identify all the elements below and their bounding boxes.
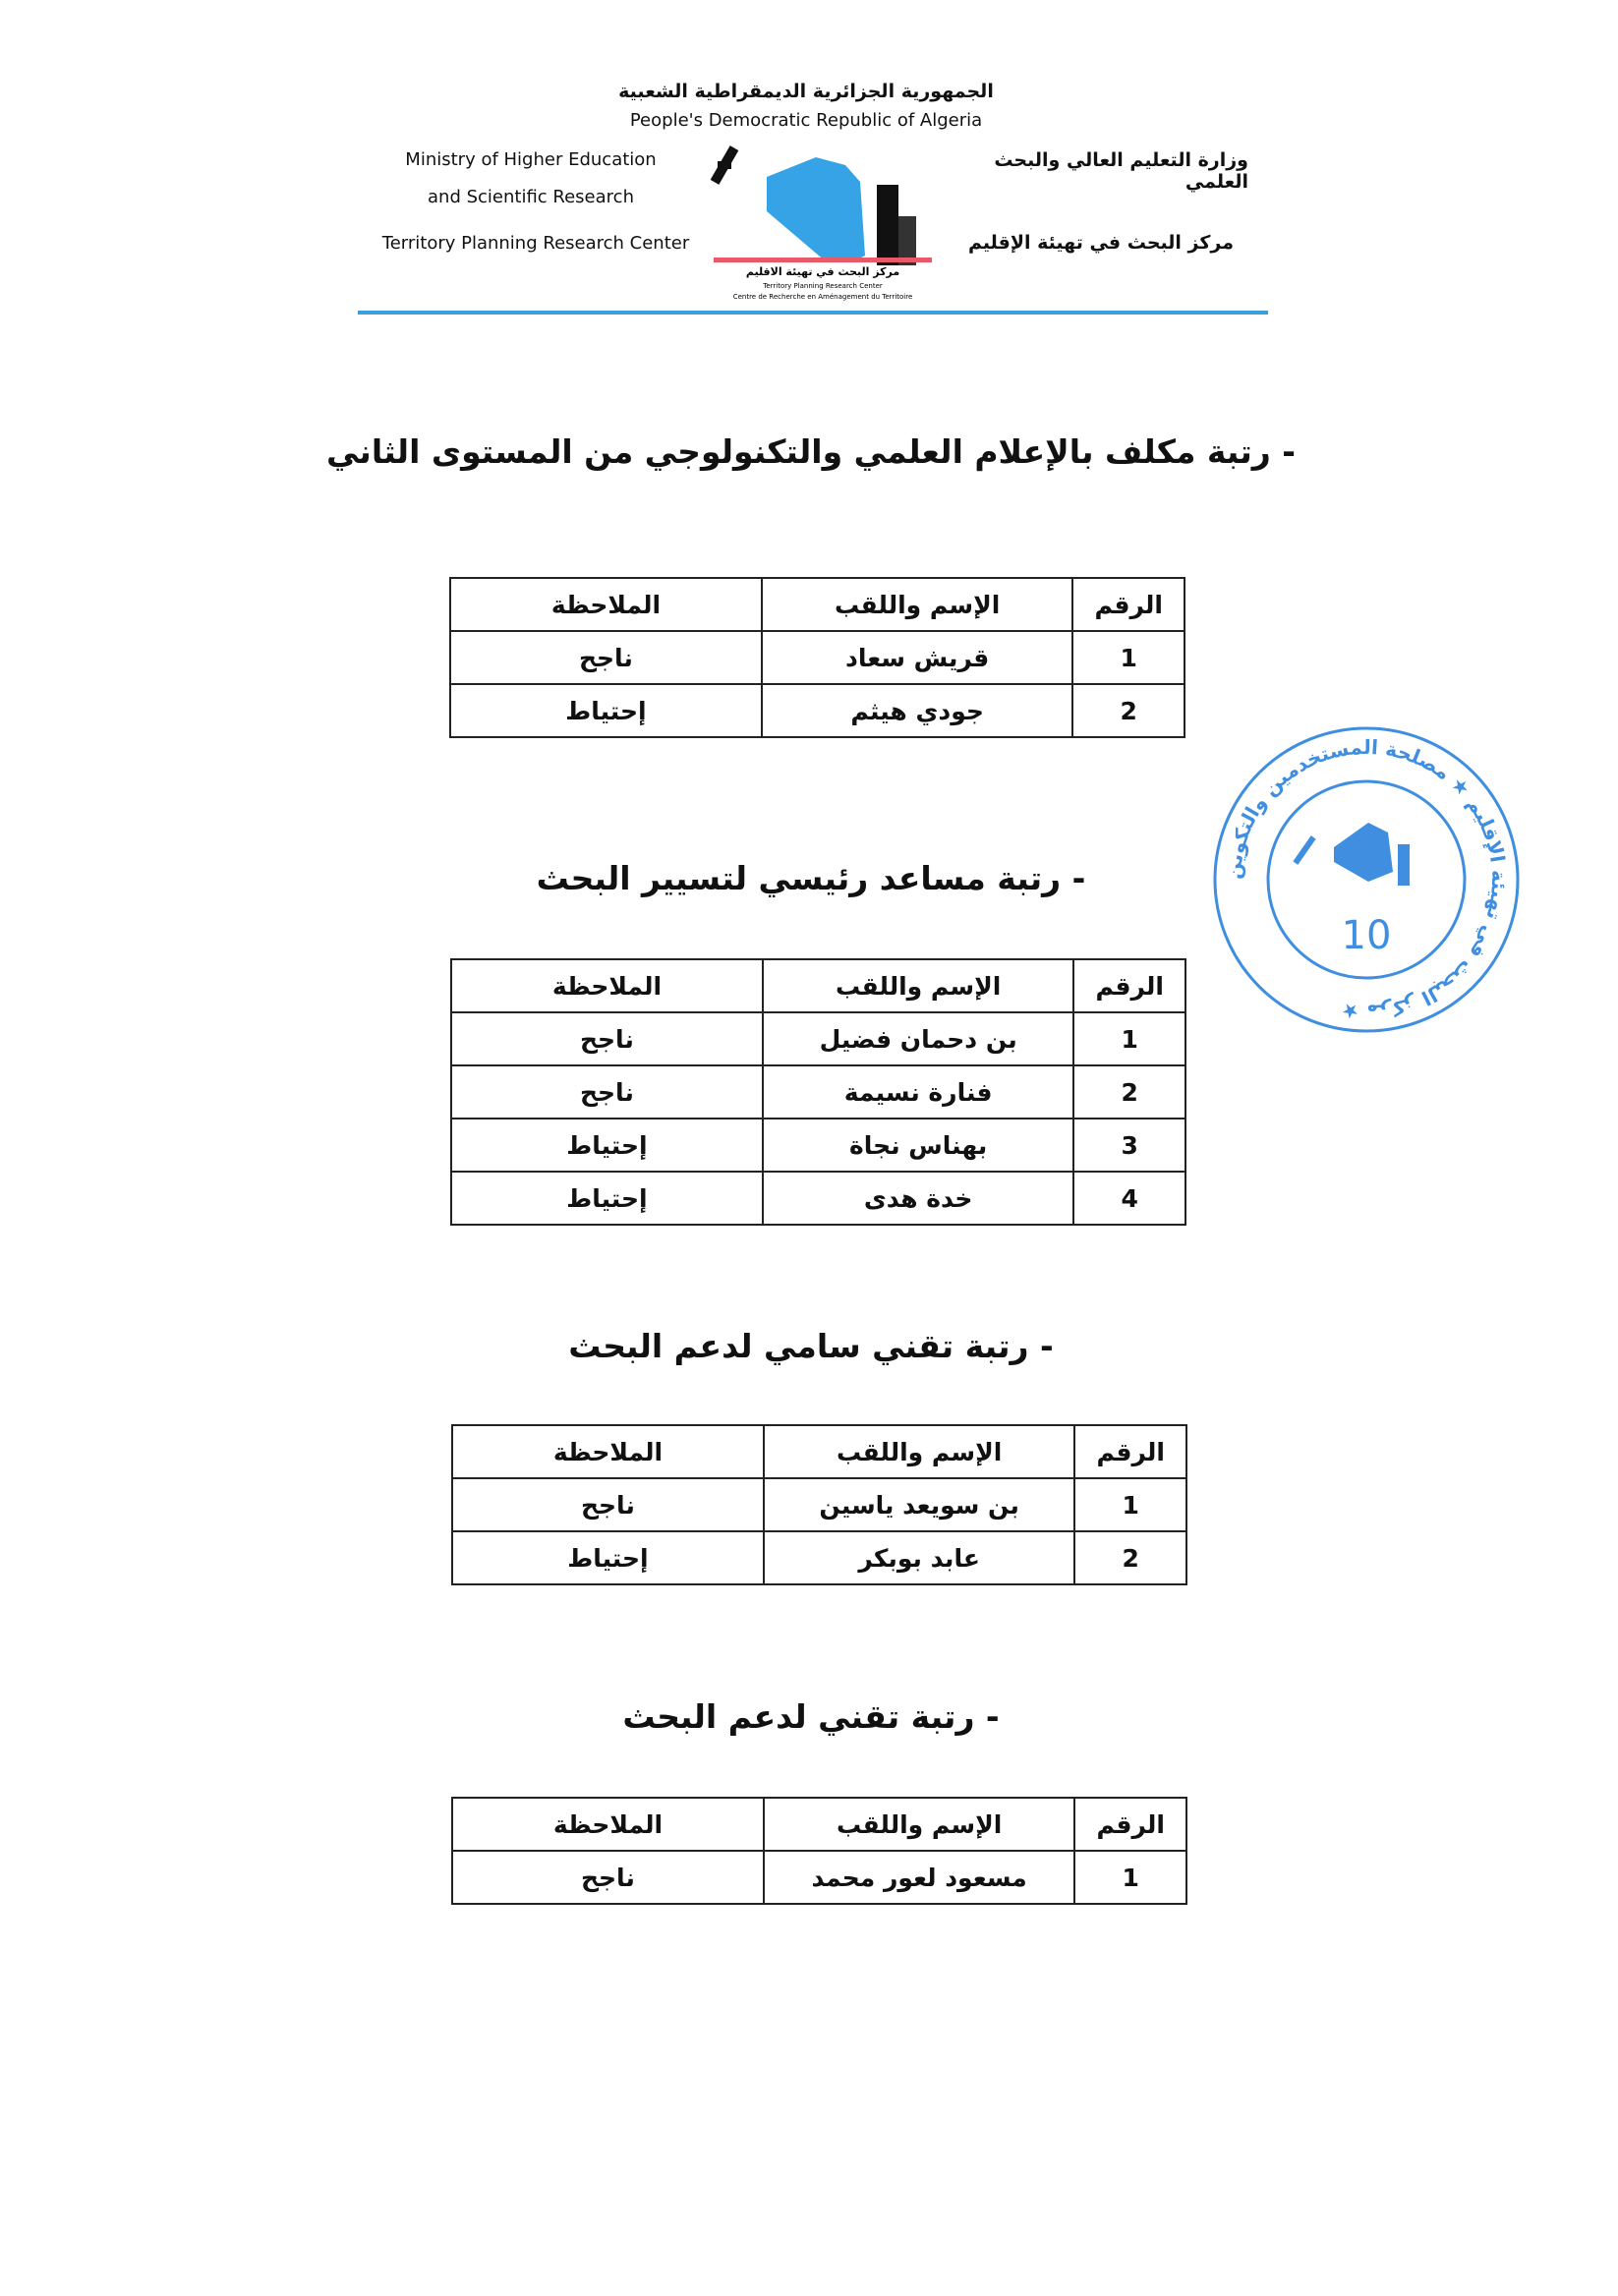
table-cell: 1 bbox=[1073, 1850, 1187, 1905]
table-cell: مسعود لعور محمد bbox=[762, 1850, 1076, 1905]
table-cell: ناجح bbox=[449, 630, 763, 685]
table-cell: إحتياط bbox=[451, 1530, 765, 1585]
center-ar: مركز البحث في تهيئة الإقليم bbox=[967, 232, 1234, 254]
table-cell: 2 bbox=[1072, 1064, 1186, 1119]
header-note: الملاحظة bbox=[449, 577, 763, 632]
table-cell: الإسم واللقب bbox=[761, 958, 1075, 1013]
table-cell: الملاحظة bbox=[451, 1797, 765, 1852]
header-name: الإسم واللقب bbox=[760, 577, 1074, 632]
table-row: 3 بهناس نجاة إحتياط bbox=[450, 1118, 1186, 1173]
table-cell: ناجح bbox=[450, 1011, 764, 1066]
table-cell: الإسم واللقب bbox=[762, 1424, 1076, 1479]
table-cell: 2 bbox=[1073, 1530, 1187, 1585]
table-cell: خدة هدى bbox=[761, 1171, 1075, 1226]
table-row: 1 بن دحمان فضيل ناجح bbox=[450, 1011, 1186, 1066]
table-cell: بن سويعد ياسين bbox=[762, 1477, 1076, 1532]
building-icon bbox=[877, 185, 916, 265]
section-title: - رتبة تقني سامي لدعم البحث bbox=[568, 1327, 1054, 1365]
table-cell: ناجح bbox=[451, 1477, 765, 1532]
table-cell: ناجح bbox=[451, 1850, 765, 1905]
table-cell: الملاحظة bbox=[451, 1424, 765, 1479]
table-header: الرقم الإسم واللقب الملاحظة bbox=[449, 577, 1185, 632]
table-cell: 1 bbox=[1072, 1011, 1186, 1066]
algeria-map-icon bbox=[767, 157, 865, 261]
table-cell: إحتياط bbox=[450, 1171, 764, 1226]
table-cell: جودي هيثم bbox=[760, 683, 1074, 738]
table-row: 2 عابد بوبكر إحتياط bbox=[451, 1530, 1187, 1585]
logo-en: Territory Planning Research Center bbox=[762, 282, 883, 290]
ministry-en-1: Ministry of Higher Education bbox=[405, 149, 657, 170]
results-table: الرقم الإسم واللقب الملاحظة 1 بن سويعد ياسي… bbox=[451, 1424, 1187, 1585]
table-cell: بهناس نجاة bbox=[761, 1118, 1075, 1173]
table-cell: 1 bbox=[1071, 630, 1185, 685]
table-row: 1 قريش سعاد ناجح bbox=[449, 630, 1185, 685]
table-cell: الإسم واللقب bbox=[762, 1797, 1076, 1852]
header-num: الرقم bbox=[1071, 577, 1185, 632]
header-rule bbox=[358, 311, 1268, 315]
table-cell: الرقم bbox=[1073, 1797, 1187, 1852]
table-row: 1 بن سويعد ياسين ناجح bbox=[451, 1477, 1187, 1532]
table-cell: 3 bbox=[1072, 1118, 1186, 1173]
table-cell: إحتياط bbox=[449, 683, 763, 738]
table-cell: الرقم bbox=[1073, 1424, 1187, 1479]
table-cell: 1 bbox=[1073, 1477, 1187, 1532]
table-row: 4 خدة هدى إحتياط bbox=[450, 1171, 1186, 1226]
stamp-number: 10 bbox=[1342, 913, 1392, 958]
table-header: الرقم الإسم واللقب الملاحظة bbox=[451, 1424, 1187, 1479]
results-table: الرقم الإسم واللقب الملاحظة 1 بن دحمان فضيل… bbox=[450, 958, 1186, 1226]
results-table: الرقم الإسم واللقب الملاحظة 1 مسعود لعور مح… bbox=[451, 1797, 1187, 1905]
satellite-icon bbox=[710, 145, 739, 185]
table-row: 1 مسعود لعور محمد ناجح bbox=[451, 1850, 1187, 1905]
stamp-map-icon bbox=[1334, 823, 1393, 882]
center-logo: مركز البحث في تهيئة الاقليم Territory Pl… bbox=[698, 138, 944, 305]
table-header: الرقم الإسم واللقب الملاحظة bbox=[451, 1797, 1187, 1852]
ministry-en-2: and Scientific Research bbox=[428, 187, 634, 207]
stamp-satellite-icon bbox=[1293, 835, 1316, 865]
table-row: 2 جودي هيثم إحتياط bbox=[449, 683, 1185, 738]
center-en: Territory Planning Research Center bbox=[381, 233, 690, 254]
table-cell: ناجح bbox=[450, 1064, 764, 1119]
republic-en: People's Democratic Republic of Algeria bbox=[629, 110, 983, 131]
logo-ar: مركز البحث في تهيئة الاقليم bbox=[746, 265, 899, 278]
republic-ar: الجمهورية الجزائرية الديمقراطية الشعبية bbox=[618, 81, 994, 102]
results-table: الرقم الإسم واللقب الملاحظة 1 قريش سعاد ناجح… bbox=[449, 577, 1185, 738]
table-row: 2 فنارة نسيمة ناجح bbox=[450, 1064, 1186, 1119]
table-header: الرقم الإسم واللقب الملاحظة bbox=[450, 958, 1186, 1013]
logo-fr: Centre de Recherche en Aménagement du Te… bbox=[733, 293, 913, 301]
stamp-building-icon bbox=[1398, 844, 1410, 886]
section-title: - رتبة مكلف بالإعلام العلمي والتكنولوجي … bbox=[326, 432, 1296, 471]
official-stamp: مركز البحث في تهيئة الإقليم ★ مصلحة المس… bbox=[1211, 724, 1522, 1035]
table-cell: الملاحظة bbox=[450, 958, 764, 1013]
table-cell: 2 bbox=[1071, 683, 1185, 738]
table-cell: فنارة نسيمة bbox=[761, 1064, 1075, 1119]
section-title: - رتبة تقني لدعم البحث bbox=[622, 1697, 1000, 1736]
table-cell: بن دحمان فضيل bbox=[761, 1011, 1075, 1066]
table-cell: الرقم bbox=[1072, 958, 1186, 1013]
table-cell: إحتياط bbox=[450, 1118, 764, 1173]
ministry-ar: وزارة التعليم العالي والبحث العلمي bbox=[994, 149, 1248, 193]
table-cell: قريش سعاد bbox=[760, 630, 1074, 685]
table-cell: 4 bbox=[1072, 1171, 1186, 1226]
table-cell: عابد بوبكر bbox=[762, 1530, 1076, 1585]
section-title: - رتبة مساعد رئيسي لتسيير البحث bbox=[536, 859, 1086, 897]
